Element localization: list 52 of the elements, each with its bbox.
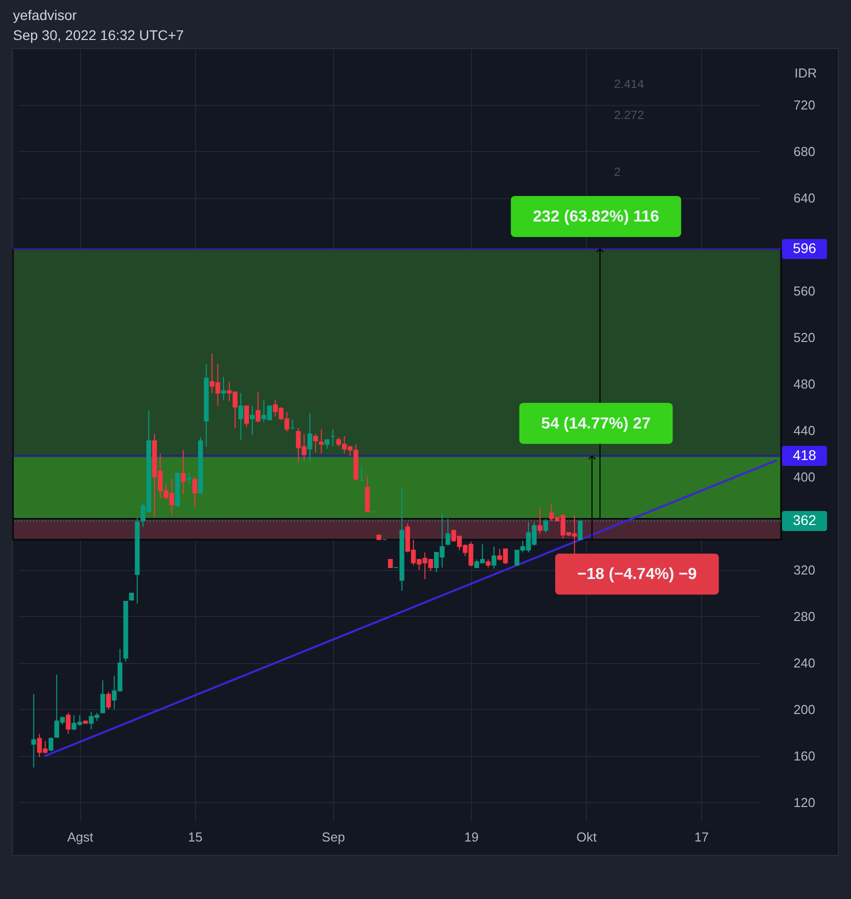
y-tick-label: 120 — [794, 794, 816, 810]
y-axis-title: IDR — [794, 66, 817, 80]
candlestick — [100, 680, 106, 714]
line-series — [44, 460, 777, 757]
x-tick-label: Okt — [576, 830, 597, 844]
y-tick-label: 440 — [794, 422, 816, 438]
band-label: 232 (63.82%) 116 — [532, 208, 660, 226]
annotation: 2.272 — [614, 108, 644, 122]
ref-line-label: 596 — [792, 240, 816, 256]
y-tick-label: 400 — [794, 469, 816, 484]
candlestick — [318, 428, 324, 454]
chart-subtitle: Sep 30, 2022 16:32 UTC+7 — [13, 27, 184, 43]
annotation: 2 — [614, 165, 621, 179]
x-tick-label: 15 — [188, 830, 203, 844]
candlestick — [238, 392, 244, 440]
ref-line-label: 362 — [792, 512, 816, 528]
x-tick-label: 19 — [464, 830, 479, 844]
y-tick-label: 640 — [794, 190, 816, 206]
y-tick-label: 240 — [794, 655, 816, 670]
ref-line-label: 418 — [792, 446, 816, 463]
candlestick — [538, 506, 542, 534]
candlestick — [186, 472, 192, 484]
y-tick-label: 320 — [794, 562, 816, 578]
y-tick-label: 160 — [794, 748, 816, 764]
candlestick — [106, 691, 111, 710]
y-tick-label: 560 — [794, 283, 816, 298]
candlestick — [313, 433, 318, 453]
candlestick — [66, 712, 71, 734]
candlestick — [31, 694, 36, 768]
candlestick — [250, 405, 255, 436]
band-label: −18 (−4.74%) −9 — [577, 566, 697, 584]
annotation: 2.414 — [614, 77, 644, 91]
chart-title: yefadvisor — [13, 7, 78, 23]
candlestick — [492, 546, 496, 570]
y-tick-label: 200 — [794, 702, 816, 717]
x-tick-label: Sep — [322, 830, 345, 844]
candlestick — [180, 450, 186, 495]
candlestick — [244, 405, 249, 428]
y-tick-label: 680 — [794, 144, 816, 159]
band-label: 54 (14.77%) 27 — [541, 415, 651, 432]
candlestick — [307, 412, 312, 462]
candlestick — [324, 439, 330, 450]
candlestick — [48, 736, 54, 752]
candlestick — [192, 476, 198, 508]
y-tick-label: 280 — [794, 608, 816, 624]
x-tick-label: 17 — [694, 830, 709, 844]
candlestick — [256, 391, 260, 423]
y-tick-label: 480 — [794, 376, 816, 392]
y-tick-label: 720 — [794, 97, 816, 112]
candlestick — [221, 376, 226, 401]
y-tick-label: 520 — [794, 330, 816, 345]
x-tick-label: Agst — [67, 830, 94, 844]
